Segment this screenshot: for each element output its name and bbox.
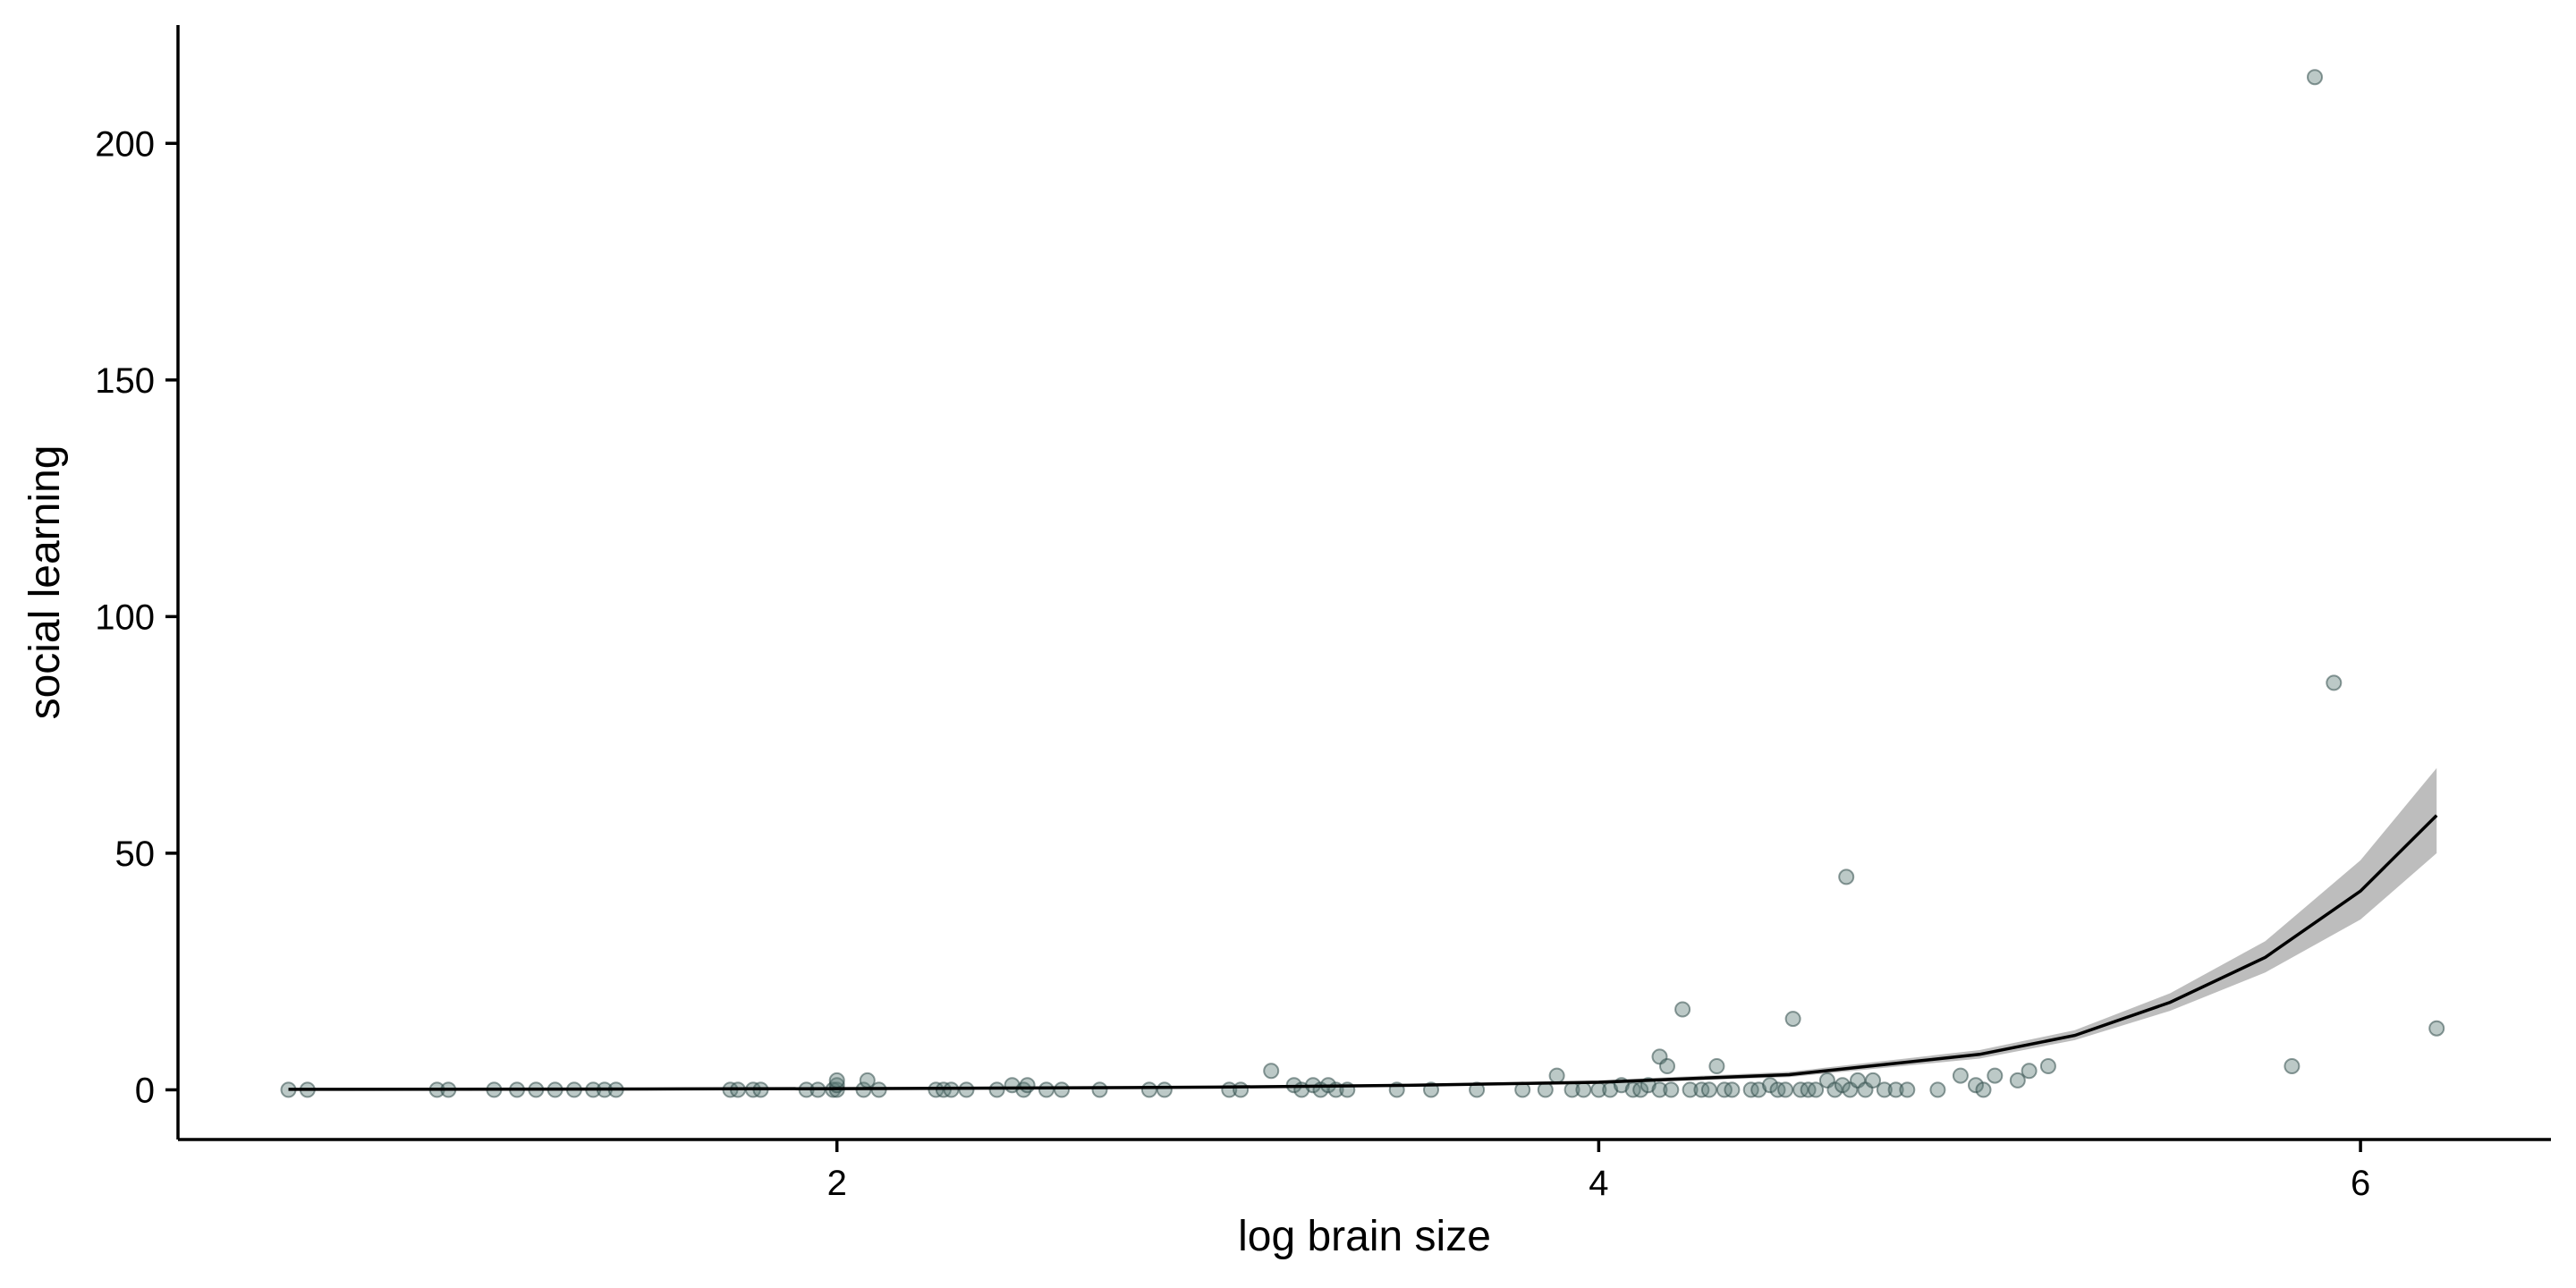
data-point: [1548, 1067, 1565, 1084]
y-tick-label: 100: [95, 597, 155, 637]
data-point: [1140, 1081, 1157, 1098]
data-point: [1708, 1058, 1725, 1074]
data-point: [1865, 1072, 1881, 1089]
data-point: [1724, 1081, 1741, 1098]
data-point: [1632, 1081, 1649, 1098]
data-point: [2021, 1063, 2038, 1080]
data-point: [1663, 1081, 1680, 1098]
y-tick-label: 150: [95, 361, 155, 401]
data-point: [1808, 1081, 1825, 1098]
x-axis-title: log brain size: [1238, 1213, 1491, 1260]
data-point: [1952, 1067, 1969, 1084]
data-point: [1784, 1011, 1801, 1028]
x-tick-label: 6: [2351, 1164, 2370, 1203]
data-point: [1659, 1058, 1675, 1074]
axes-layer: 2 4 6 0 50 100 150 200: [95, 25, 2551, 1203]
y-tick-label: 0: [135, 1071, 155, 1110]
data-point: [2307, 69, 2323, 86]
data-point: [1876, 1081, 1893, 1098]
data-point: [1987, 1067, 2004, 1084]
data-point: [1156, 1081, 1173, 1098]
data-point: [1054, 1081, 1070, 1098]
data-point: [2428, 1020, 2445, 1037]
x-tick-label: 2: [827, 1164, 847, 1203]
data-point: [1537, 1081, 1554, 1098]
data-point: [958, 1081, 975, 1098]
data-point: [1674, 1001, 1691, 1018]
data-point: [2009, 1072, 2026, 1089]
data-point: [1975, 1081, 1992, 1098]
data-point: [1777, 1081, 1794, 1098]
data-points-layer: [280, 69, 2445, 1098]
data-point: [1899, 1081, 1916, 1098]
y-tick-label: 200: [95, 124, 155, 164]
data-point: [1682, 1081, 1699, 1098]
data-point: [1700, 1081, 1717, 1098]
data-point: [828, 1072, 845, 1089]
data-point: [1233, 1081, 1250, 1098]
y-tick-label: 50: [115, 835, 156, 874]
data-point: [2326, 674, 2343, 691]
confidence-band-layer: [288, 767, 2437, 1090]
confidence-band: [288, 767, 2437, 1090]
data-point: [1019, 1077, 1036, 1094]
data-point: [2284, 1058, 2301, 1074]
data-point: [988, 1081, 1005, 1098]
data-point: [1038, 1081, 1055, 1098]
data-point: [1469, 1081, 1486, 1098]
data-point: [1091, 1081, 1108, 1098]
fit-line-layer: [288, 814, 2438, 1091]
x-tick-label: 4: [1589, 1164, 1608, 1203]
data-point: [1887, 1081, 1904, 1098]
data-point: [1838, 869, 1855, 886]
fit-line: [288, 814, 2438, 1091]
y-axis-title: social learning: [21, 445, 69, 720]
data-point: [1575, 1081, 1592, 1098]
data-point: [1651, 1081, 1668, 1098]
data-point: [1263, 1063, 1280, 1080]
data-point: [2039, 1058, 2056, 1074]
data-point: [1929, 1081, 1946, 1098]
